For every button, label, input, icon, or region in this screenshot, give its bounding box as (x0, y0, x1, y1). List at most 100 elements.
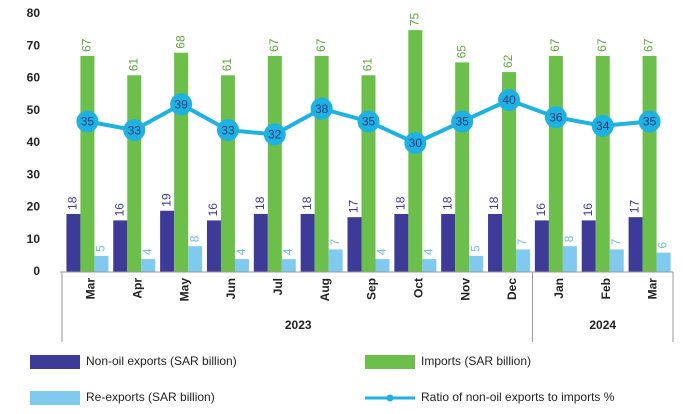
bar (220, 75, 235, 273)
bar (160, 210, 175, 272)
x-tick-label: Sep (365, 278, 379, 300)
ratio-label: 34 (596, 119, 610, 133)
ratio-label: 33 (221, 123, 235, 137)
group-label: 2023 (285, 318, 312, 332)
ratio-marker (123, 119, 146, 142)
value-label: 4 (234, 248, 248, 255)
x-tick-label: Nov (458, 278, 472, 301)
ratio-label: 38 (315, 102, 329, 116)
x-tick-label: Jul (271, 278, 285, 295)
value-label: 65 (454, 45, 468, 59)
bar (502, 72, 517, 272)
legend-label: Imports (SAR billion) (421, 354, 531, 368)
value-label: 75 (408, 12, 422, 26)
value-label: 7 (328, 238, 342, 245)
value-label: 18 (253, 196, 267, 210)
bar (281, 259, 296, 272)
value-label: 8 (187, 235, 201, 242)
bar (94, 255, 109, 272)
value-label: 67 (595, 38, 609, 52)
value-label: 19 (159, 193, 173, 207)
value-label: 4 (375, 248, 389, 255)
bar (516, 249, 531, 272)
x-tick-label: Jun (224, 278, 238, 299)
y-tick-label: 60 (27, 71, 41, 85)
bar (422, 259, 437, 272)
bar (188, 246, 203, 272)
bar (234, 259, 249, 272)
ratio-marker (76, 110, 99, 133)
value-label: 4 (281, 248, 295, 255)
bar (562, 246, 577, 272)
y-tick-label: 10 (27, 232, 41, 246)
value-label: 67 (642, 38, 656, 52)
x-tick-label: Mar (646, 278, 660, 300)
x-tick-label: May (177, 278, 191, 302)
value-label: 5 (468, 245, 482, 252)
value-label: 67 (267, 38, 281, 52)
bar (361, 75, 376, 273)
ratio-label: 36 (549, 110, 563, 124)
value-label: 7 (609, 238, 623, 245)
ratio-marker (451, 110, 474, 133)
bar (253, 213, 268, 272)
bar (628, 217, 643, 272)
legend-swatch (365, 355, 415, 369)
bar (66, 213, 81, 272)
bar (394, 213, 409, 272)
bar (375, 259, 390, 272)
bar (328, 249, 343, 272)
value-label: 6 (656, 242, 670, 249)
ratio-marker (638, 110, 661, 133)
ratio-marker (404, 132, 427, 154)
y-tick-label: 40 (27, 135, 41, 149)
ratio-label: 40 (502, 93, 516, 107)
value-label: 67 (80, 38, 94, 52)
bar (80, 55, 95, 272)
legend-label: Re-exports (SAR billion) (86, 390, 215, 404)
bar (441, 213, 456, 272)
value-label: 61 (361, 58, 375, 72)
y-tick-label: 30 (27, 167, 41, 181)
legend-label: Non-oil exports (SAR billion) (86, 354, 237, 368)
y-tick-label: 80 (27, 6, 41, 20)
x-tick-label: Feb (599, 278, 613, 299)
bar (581, 220, 596, 272)
x-tick-label: Dec (505, 278, 519, 300)
value-label: 17 (347, 200, 361, 214)
ratio-marker (498, 89, 521, 111)
value-label: 67 (314, 38, 328, 52)
value-label: 62 (501, 54, 515, 68)
legend-label: Ratio of non-oil exports to imports % (421, 390, 615, 404)
y-tick-label: 20 (27, 200, 41, 214)
value-label: 68 (173, 35, 187, 49)
value-label: 5 (94, 245, 108, 252)
ratio-label: 35 (81, 115, 95, 129)
value-label: 18 (487, 196, 501, 210)
value-label: 16 (206, 203, 220, 217)
bar (206, 220, 221, 272)
ratio-label: 32 (268, 128, 282, 142)
ratio-marker (544, 106, 567, 129)
bar (300, 213, 315, 272)
value-label: 4 (422, 248, 436, 255)
ratio-label: 33 (128, 123, 142, 137)
value-label: 16 (534, 203, 548, 217)
legend-marker (386, 394, 394, 402)
x-tick-label: Aug (318, 278, 332, 301)
bar (488, 213, 503, 272)
bar (656, 252, 671, 272)
bar (609, 249, 624, 272)
bar (127, 75, 142, 273)
ratio-label: 35 (362, 115, 376, 129)
x-tick-label: Oct (412, 278, 426, 298)
bar (113, 220, 128, 272)
ratio-marker (263, 123, 286, 146)
value-label: 7 (515, 238, 529, 245)
value-label: 18 (300, 196, 314, 210)
value-label: 18 (394, 196, 408, 210)
value-label: 18 (440, 196, 454, 210)
ratio-label: 35 (643, 115, 657, 129)
x-tick-label: Mar (84, 278, 98, 300)
